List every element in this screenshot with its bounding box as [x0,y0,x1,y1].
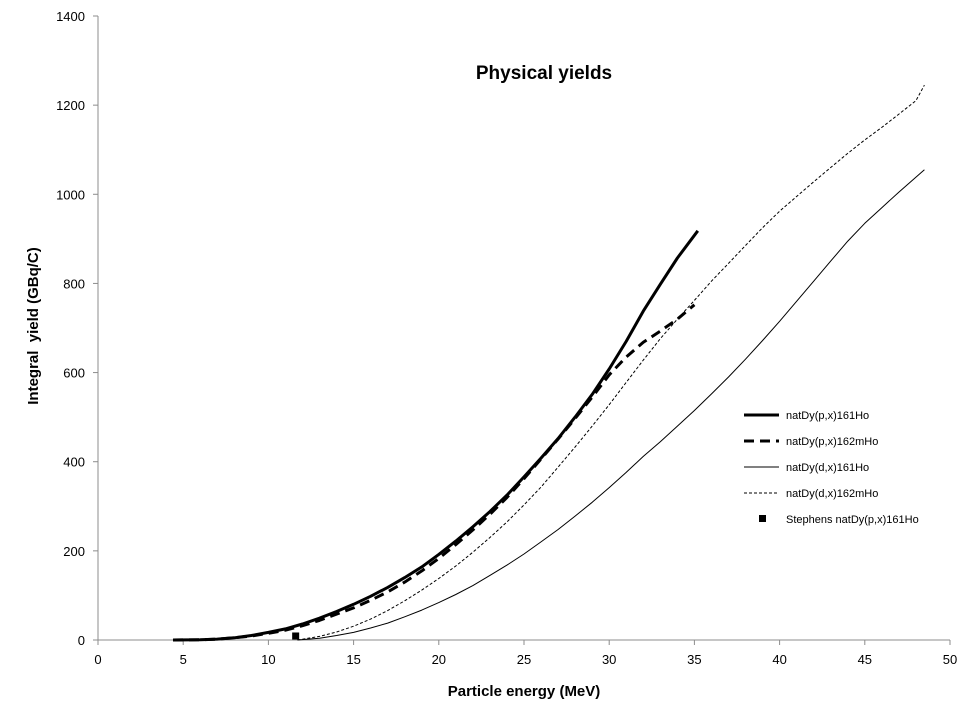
legend-marker [759,515,766,522]
series-natdy-d-x-161ho-line [297,169,925,641]
series-stephens-natdy-p-x-161ho-point [292,632,300,640]
legend: natDy(p,x)161Ho natDy(p,x)162mHo natDy(d,x… [744,410,919,526]
legend-label: natDy(p,x)161Ho [786,410,869,422]
legend-label: natDy(d,x)161Ho [786,462,869,474]
y-tick-label: 1200 [56,98,85,113]
y-tick-label: 0 [78,633,85,648]
y-axis-title: Integral yield (GBq/C) [25,247,42,405]
legend-item-1: natDy(p,x)162mHo [744,436,878,448]
x-tick-label: 10 [261,652,275,667]
y-tick-label: 1400 [56,9,85,24]
y-tick-label: 1000 [56,187,85,202]
series-natdy-p-x-161ho-line [172,229,699,642]
x-tick-label: 45 [858,652,872,667]
legend-label: natDy(d,x)162mHo [786,488,878,500]
legend-item-4: Stephens natDy(p,x)161Ho [759,514,919,526]
series-natdy-p-x-162mho-line [172,303,696,642]
y-tick-label: 200 [63,544,85,559]
series-layer [172,84,925,642]
x-tick-label: 5 [180,652,187,667]
legend-label: natDy(p,x)162mHo [786,436,878,448]
x-tick-label: 40 [772,652,786,667]
chart-title: Physical yields [476,63,612,84]
x-tick-label: 15 [346,652,360,667]
x-tick-label: 25 [517,652,531,667]
x-axis-title: Particle energy (MeV) [448,683,601,700]
x-tick-label: 50 [943,652,957,667]
x-tick-label: 0 [94,652,101,667]
series-natdy-d-x-162mho-line [297,84,925,641]
x-tick-label: 30 [602,652,616,667]
legend-item-2: natDy(d,x)161Ho [744,462,869,474]
legend-item-3: natDy(d,x)162mHo [744,488,878,500]
y-tick-label: 600 [63,366,85,381]
y-tick-label: 800 [63,276,85,291]
x-tick-label: 20 [432,652,446,667]
legend-item-0: natDy(p,x)161Ho [744,410,869,422]
axes: 0 5 10 15 20 25 30 35 40 45 50 0 200 400 600 800 1000 120… [56,9,957,667]
x-tick-label: 35 [687,652,701,667]
legend-label: Stephens natDy(p,x)161Ho [786,514,919,526]
y-tick-label: 400 [63,455,85,470]
